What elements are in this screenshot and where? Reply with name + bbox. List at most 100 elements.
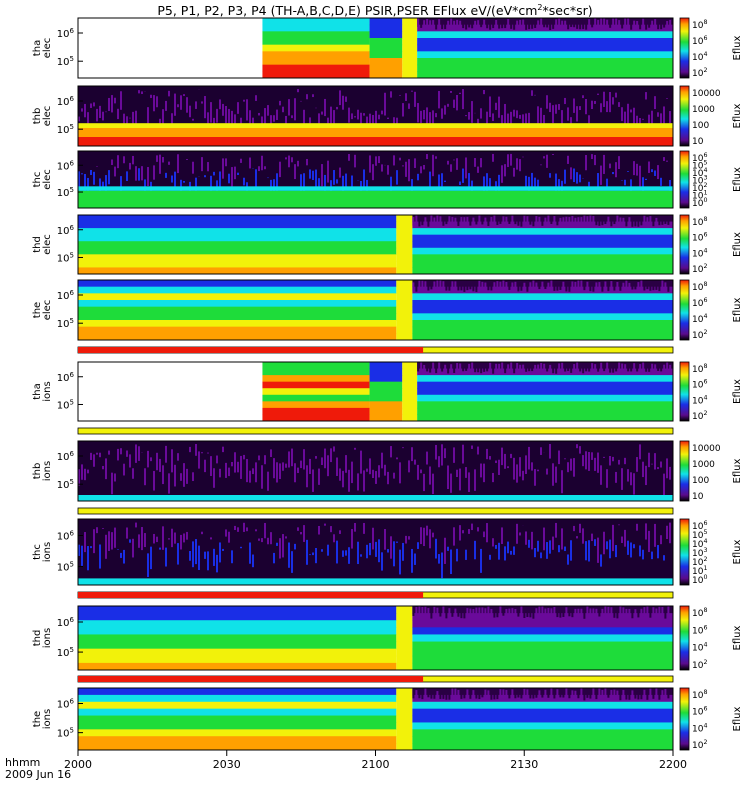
noise-speck (537, 106, 539, 126)
noise-speck (477, 166, 479, 173)
noise-speck (651, 463, 653, 465)
noise-speck (366, 544, 368, 559)
noise-speck (528, 112, 530, 133)
noise-speck (615, 18, 618, 28)
noise-speck (411, 90, 413, 92)
noise-speck (159, 458, 161, 472)
y-tick-label: 106 (57, 27, 75, 40)
noise-speck (562, 281, 565, 291)
noise-speck (147, 107, 149, 130)
noise-speck (453, 447, 455, 463)
spectral-band (412, 300, 673, 308)
noise-speck (606, 19, 609, 29)
noise-speck (652, 607, 655, 617)
noise-speck (531, 531, 533, 550)
noise-speck (321, 111, 323, 115)
noise-speck (396, 170, 398, 185)
noise-speck (567, 107, 569, 121)
noise-speck (633, 473, 635, 495)
spectral-band (412, 634, 673, 643)
noise-speck (105, 534, 107, 559)
noise-speck (225, 462, 227, 478)
noise-speck (189, 550, 191, 561)
colorbar-tick-label: 106 (692, 624, 707, 636)
noise-speck (447, 546, 449, 551)
noise-speck (84, 103, 86, 118)
noise-speck (540, 552, 542, 559)
noise-speck (601, 216, 604, 226)
noise-speck (462, 168, 464, 183)
noise-speck (636, 163, 638, 176)
spectral-band (78, 708, 397, 717)
noise-speck (648, 362, 651, 372)
noise-speck (459, 92, 461, 95)
noise-speck (195, 177, 197, 194)
noise-speck (612, 18, 615, 28)
noise-speck (213, 548, 215, 566)
noise-speck (658, 216, 661, 226)
noise-speck (267, 105, 269, 116)
noise-speck (189, 446, 191, 453)
band-cyan (78, 578, 673, 585)
noise-speck (312, 170, 314, 180)
noise-speck (291, 551, 293, 573)
noise-speck (540, 18, 543, 28)
noise-speck (108, 531, 110, 551)
noise-speck (514, 688, 517, 699)
noise-speck (186, 468, 188, 484)
noise-speck (570, 18, 573, 28)
spectral-band (396, 688, 413, 751)
noise-speck (174, 93, 176, 116)
noise-speck (345, 96, 347, 102)
noise-speck (666, 525, 668, 540)
noise-speck (460, 281, 463, 291)
noise-speck (465, 362, 468, 371)
noise-speck (408, 536, 410, 540)
noise-speck (526, 282, 529, 292)
noise-speck (300, 460, 302, 469)
noise-speck (624, 457, 626, 465)
noise-speck (442, 216, 445, 226)
noise-speck (598, 282, 601, 292)
spectral-band (412, 333, 673, 341)
noise-speck (372, 527, 374, 550)
noise-speck (471, 19, 474, 29)
noise-speck (504, 453, 506, 469)
noise-speck (435, 156, 437, 159)
spectral-band (417, 38, 673, 46)
noise-speck (471, 362, 474, 372)
noise-speck (354, 116, 356, 118)
noise-speck (168, 90, 170, 97)
noise-speck (192, 472, 194, 482)
noise-speck (120, 448, 122, 455)
colorbar-label: Eflux (732, 232, 743, 257)
noise-speck (483, 463, 485, 483)
noise-speck (481, 607, 484, 618)
noise-speck (129, 454, 131, 468)
noise-speck (96, 166, 98, 167)
time-axis: 2000 2030 2100 2130 2200 (64, 750, 687, 771)
spectral-band (412, 736, 673, 744)
noise-speck (613, 215, 616, 225)
noise-speck (460, 217, 463, 226)
noise-speck (306, 158, 308, 166)
noise-speck (454, 217, 457, 227)
noise-speck (531, 90, 533, 96)
x-tick-label: 2100 (362, 758, 390, 771)
noise-speck (357, 109, 359, 120)
noise-speck (538, 280, 541, 290)
noise-speck (490, 690, 493, 700)
noise-speck (450, 549, 452, 575)
noise-speck (657, 467, 659, 470)
noise-speck (559, 217, 562, 227)
noise-speck (327, 455, 329, 477)
noise-speck (475, 689, 478, 699)
noise-speck (585, 362, 588, 372)
noise-speck (496, 281, 499, 291)
noise-speck (306, 465, 308, 488)
spectral-band (262, 388, 370, 396)
noise-speck (555, 466, 557, 483)
spectral-band (412, 620, 673, 628)
spectral-band (78, 606, 397, 614)
spectral-band (262, 51, 370, 59)
